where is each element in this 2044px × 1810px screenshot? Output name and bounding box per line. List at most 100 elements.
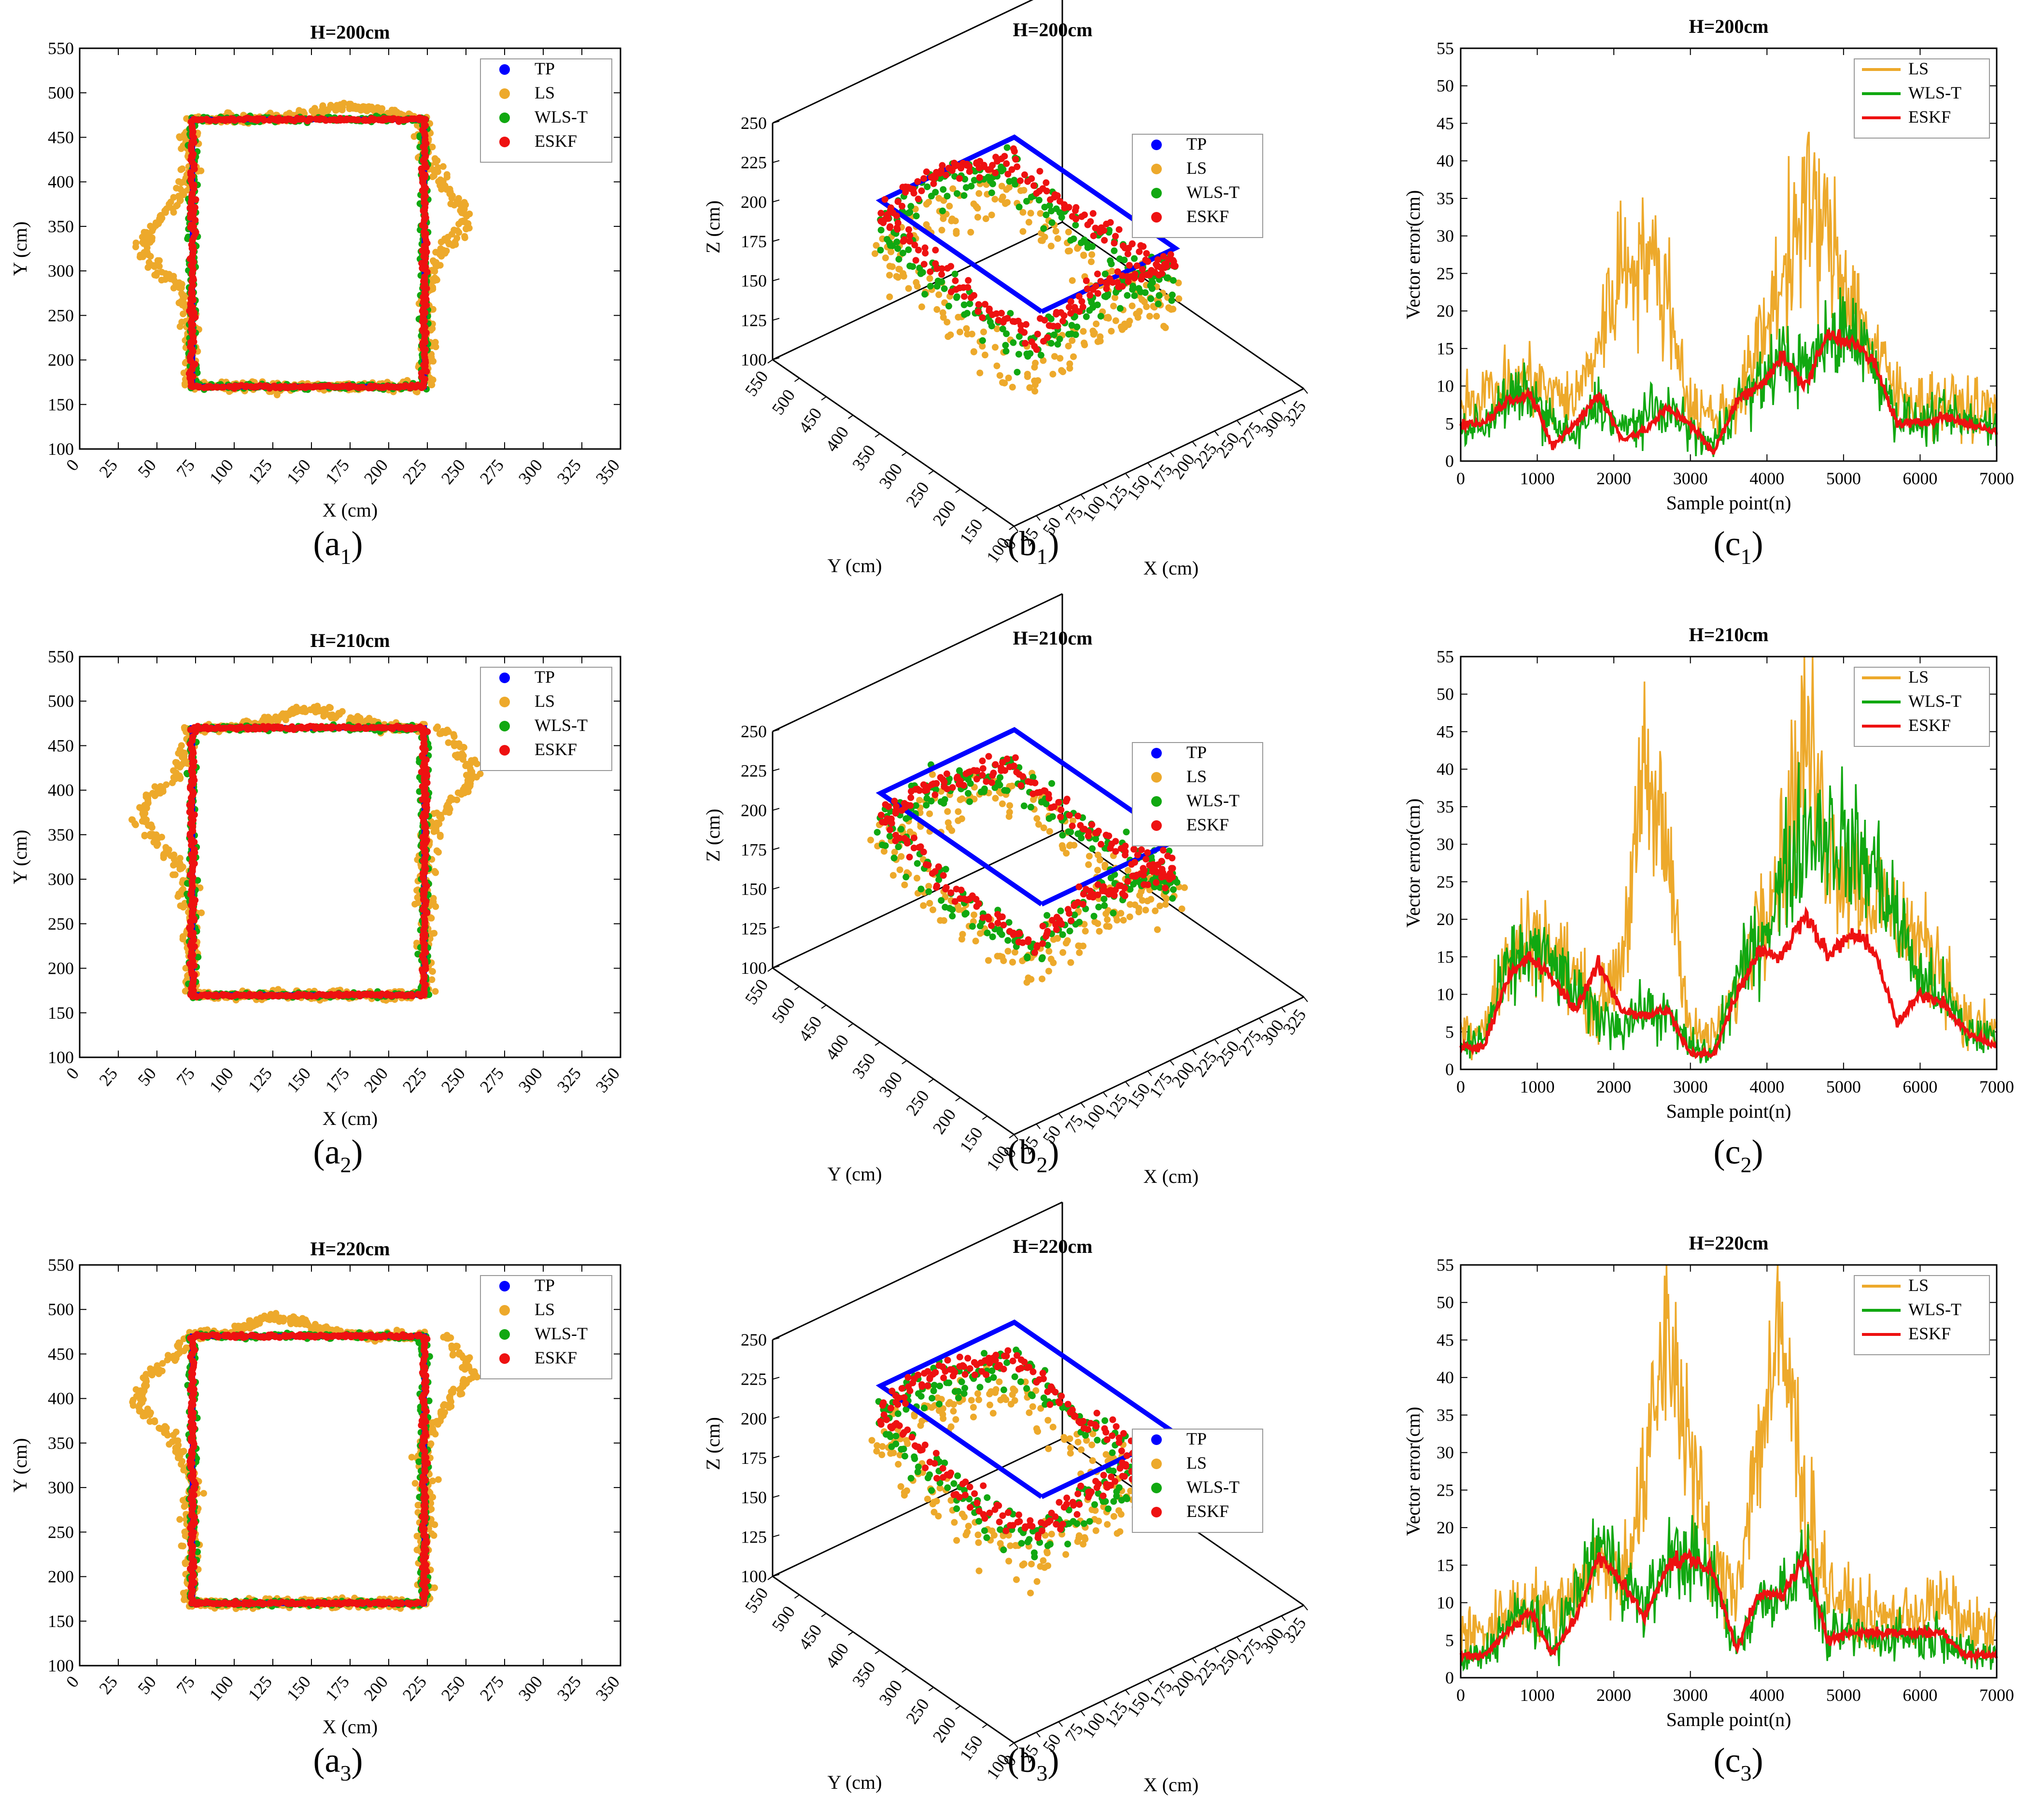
ls-point: [465, 224, 473, 232]
legend-label-tp: TP: [535, 59, 555, 78]
ls-point: [437, 176, 444, 183]
x-tick-label: 75: [172, 455, 198, 481]
x-tick-mark: [1258, 1018, 1264, 1024]
x-tick-mark: [1058, 1113, 1063, 1119]
ls-point: [1082, 927, 1089, 935]
x-tick-mark: [1258, 409, 1264, 415]
ls-point: [313, 705, 321, 713]
ls-point: [1091, 918, 1099, 926]
eskf-point: [881, 196, 888, 203]
ls-point: [963, 325, 970, 332]
eskf-point: [998, 309, 1005, 317]
z-tick-label: 200: [741, 800, 767, 820]
caption-open-paren: (: [1714, 524, 1725, 563]
ls-point: [1080, 339, 1087, 347]
y-tick-label: 350: [48, 217, 74, 236]
ls-point: [150, 225, 157, 232]
wls-t-point: [1081, 236, 1088, 243]
wls-t-point: [953, 293, 960, 300]
x-tick-label: 175: [322, 455, 353, 488]
y-tick-label: 300: [875, 460, 906, 492]
eskf-point: [1041, 317, 1048, 324]
x-tick-label: 300: [515, 455, 546, 488]
eskf-point: [918, 187, 925, 195]
y-tick-label: 20: [1437, 301, 1454, 321]
y-tick-label: 250: [48, 306, 74, 325]
plot-title: H=200cm: [1013, 19, 1093, 41]
x-tick-label: 50: [134, 455, 160, 481]
eskf-point: [973, 160, 980, 167]
plot-title: H=210cm: [1013, 627, 1093, 649]
z-tick-mark: [772, 239, 780, 242]
ls-point: [980, 328, 987, 336]
y-tick-label: 450: [795, 1012, 826, 1045]
eskf-point: [1071, 207, 1079, 214]
ls-point: [177, 196, 184, 204]
legend-label-wls-t: WLS-T: [535, 107, 588, 126]
ls-point: [1045, 948, 1053, 955]
eskf-point: [1021, 329, 1028, 336]
wls-t-point: [945, 303, 952, 310]
ls-point: [161, 207, 169, 214]
y-tick-mark: [767, 968, 773, 972]
ls-point: [439, 163, 447, 170]
ls-point: [169, 205, 176, 212]
y-tick-label: 300: [48, 261, 74, 281]
y-tick-label: 450: [48, 127, 74, 147]
x-tick-label: 325: [553, 1064, 585, 1096]
wls-t-point: [1058, 214, 1065, 221]
legend-label-eskf: ESKF: [535, 131, 577, 151]
ls-point: [1080, 942, 1087, 950]
x-tick-label: 125: [244, 1064, 276, 1096]
ls-point: [429, 968, 436, 975]
ls-point: [427, 375, 435, 382]
z-tick-label: 175: [741, 232, 767, 251]
ls-point: [1052, 227, 1059, 235]
ls-point: [938, 226, 945, 234]
eskf-point: [1158, 270, 1166, 277]
x-tick-mark: [1303, 388, 1308, 394]
ls-point: [432, 338, 439, 346]
x-tick-mark: [1281, 1007, 1286, 1013]
series-wls-t: [184, 112, 432, 393]
panel-caption: (b1): [1008, 524, 1059, 569]
wls-t-point: [913, 212, 920, 220]
eskf-point: [894, 219, 902, 226]
ls-point: [1019, 228, 1027, 235]
eskf-point: [1016, 177, 1024, 184]
ls-point: [132, 821, 139, 828]
wls-t-point: [893, 239, 901, 246]
y-tick-mark: [794, 378, 800, 382]
ls-point: [180, 904, 187, 911]
ls-point: [1121, 321, 1128, 328]
eskf-point: [291, 382, 298, 390]
ls-point: [981, 351, 988, 359]
ls-point: [1146, 312, 1153, 320]
ls-point: [153, 842, 160, 849]
ls-point: [992, 795, 999, 802]
y-tick-label: 400: [48, 172, 74, 192]
y-tick-mark: [902, 1060, 907, 1065]
eskf-point: [1086, 292, 1094, 299]
ls-point: [428, 353, 435, 361]
x-tick-label: 175: [322, 1064, 353, 1096]
wls-t-point: [1131, 255, 1138, 262]
wls-t-point: [906, 262, 914, 269]
ls-point: [176, 284, 183, 291]
eskf-point: [920, 175, 928, 182]
eskf-point: [899, 183, 906, 191]
wls-t-point: [895, 255, 902, 263]
z-tick-label: 200: [741, 192, 767, 211]
ls-point: [351, 102, 358, 110]
eskf-point: [1112, 233, 1119, 240]
y-tick-label: 200: [48, 351, 74, 370]
ls-point: [998, 196, 1005, 203]
ls-point: [1117, 910, 1125, 917]
wls-t-point: [917, 270, 924, 277]
eskf-point: [409, 115, 416, 123]
ls-point: [1039, 237, 1046, 244]
eskf-point: [1047, 196, 1054, 203]
ls-point: [992, 344, 999, 351]
